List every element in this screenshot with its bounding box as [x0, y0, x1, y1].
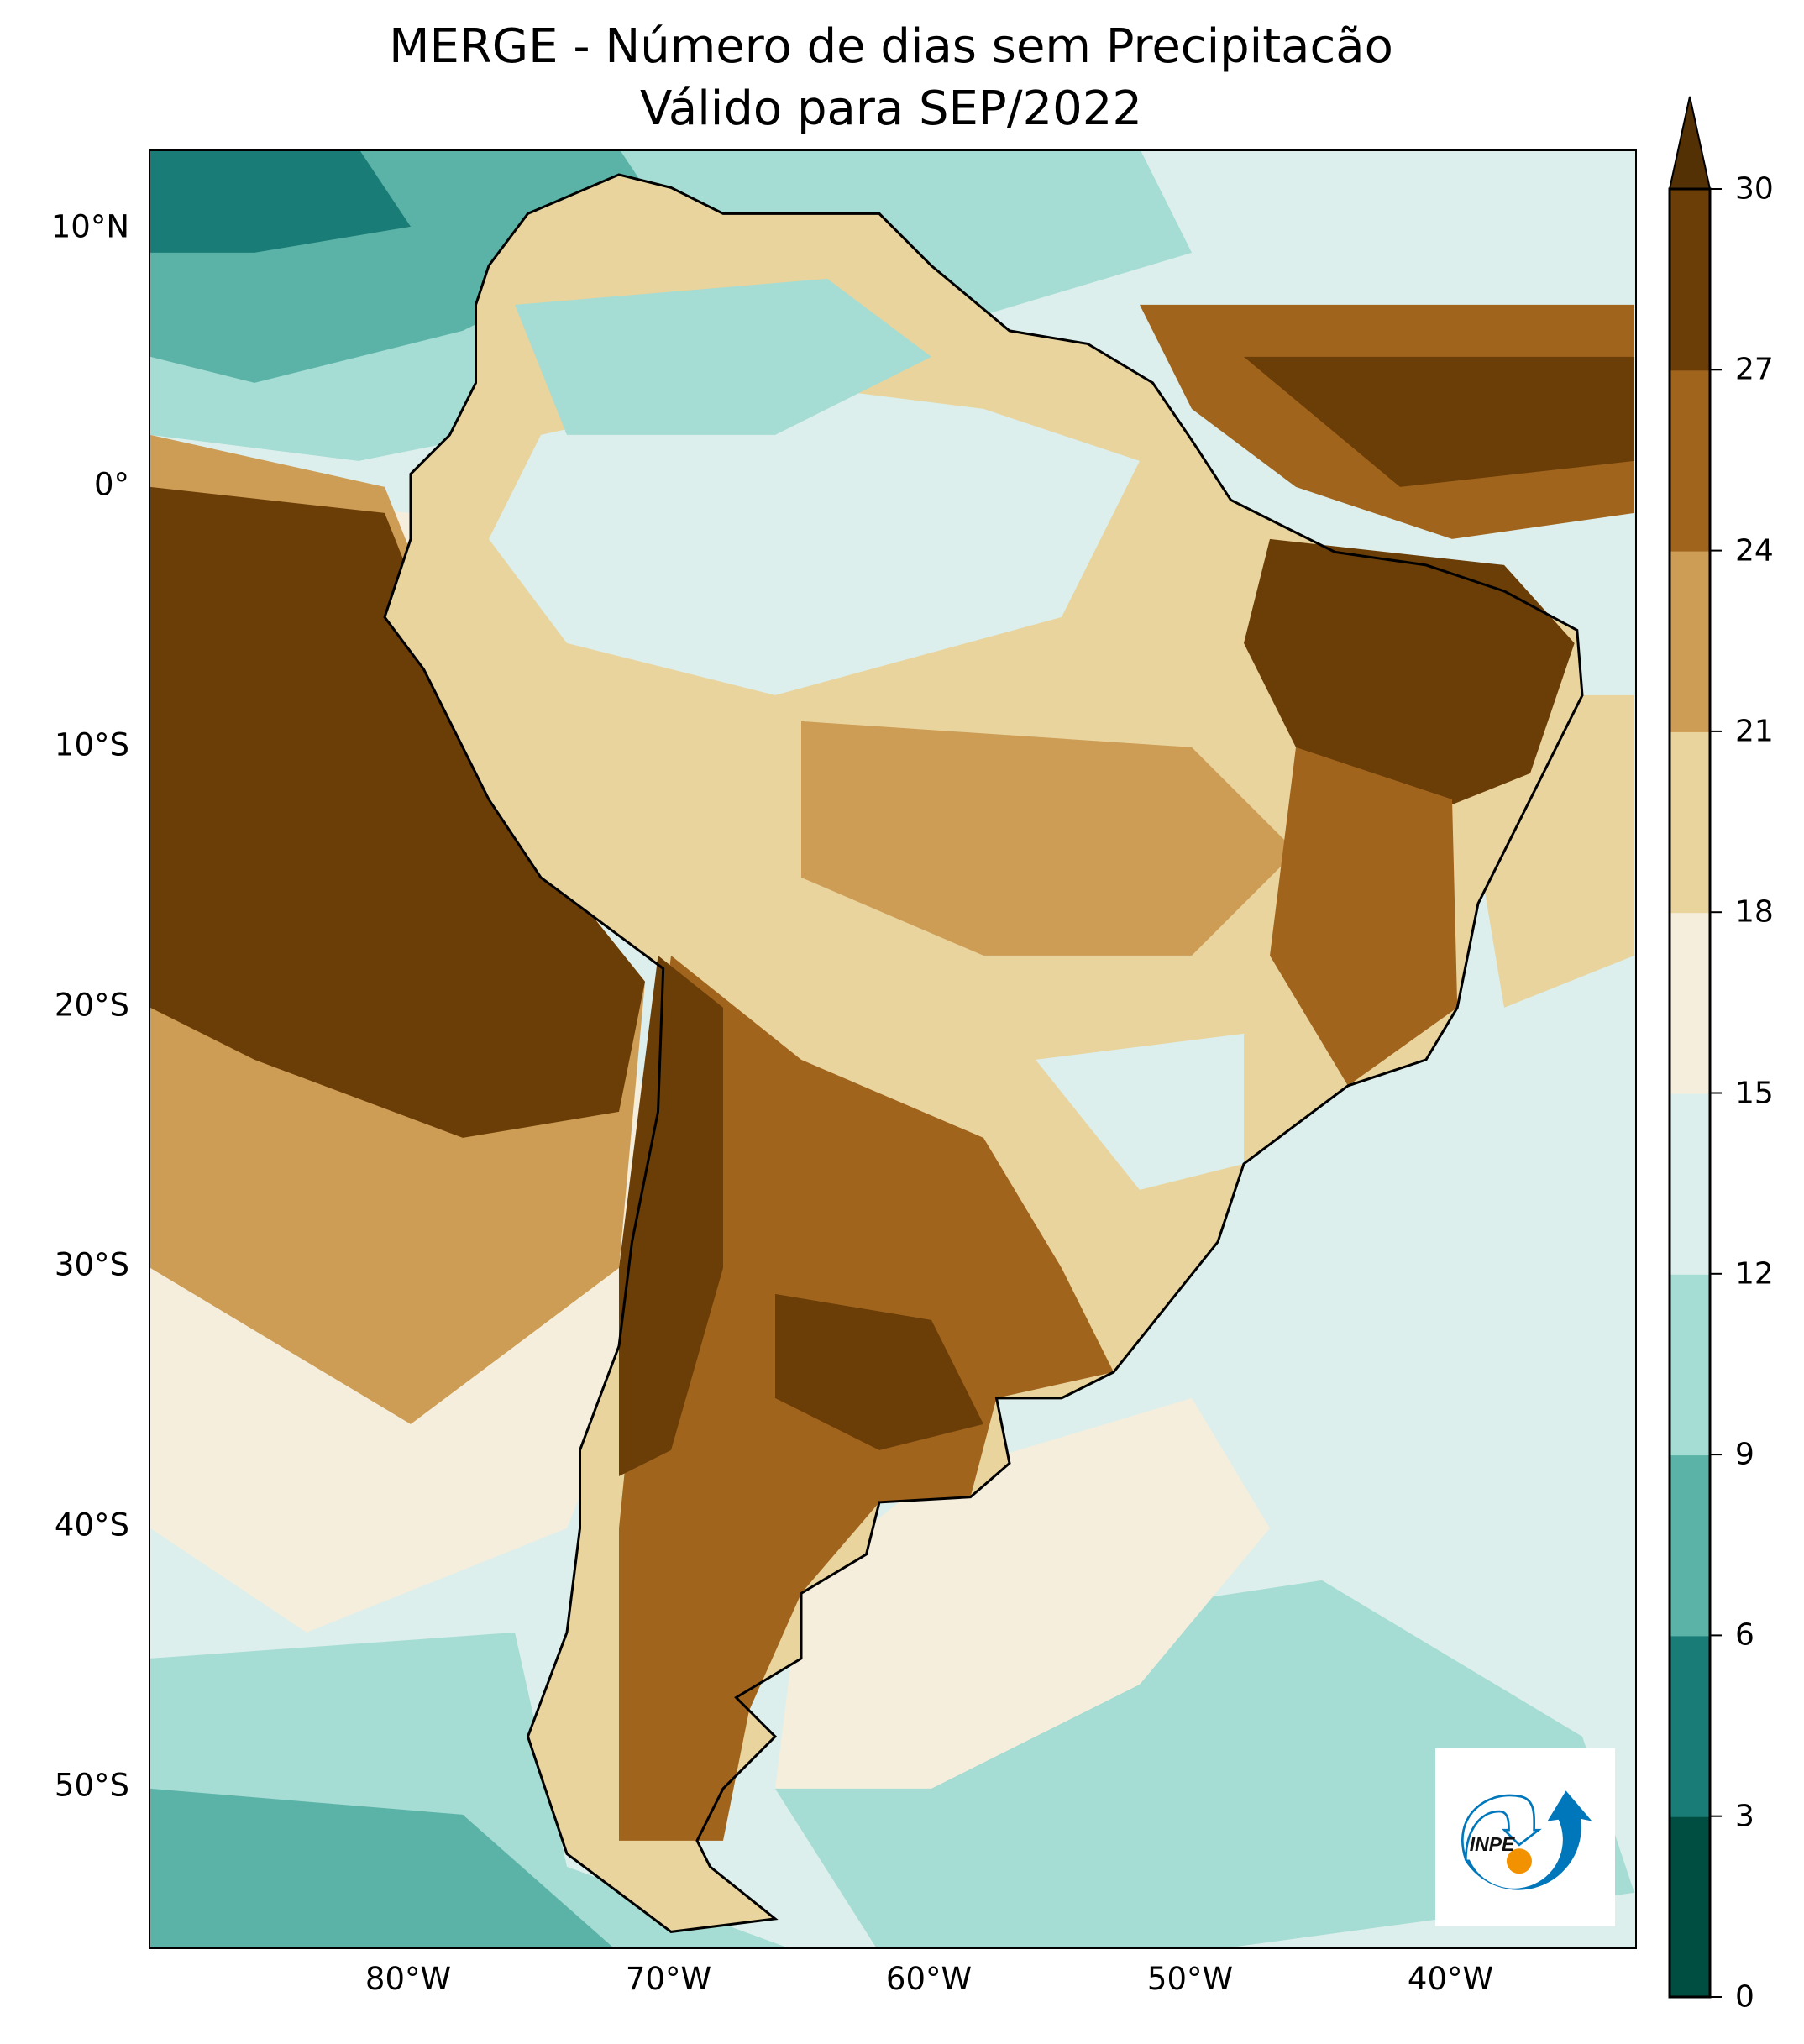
svg-text:INPE: INPE [1470, 1833, 1515, 1855]
colorbar-segment [1670, 1454, 1710, 1637]
colorbar-tick-label: 9 [1735, 1437, 1754, 1472]
colorbar-tick-label: 21 [1735, 714, 1774, 749]
land-north-teal [515, 278, 931, 435]
map-title: MERGE - Número de dias sem Precipitacão [389, 19, 1393, 74]
colorbar-segment [1670, 1816, 1710, 1998]
land-pampas-darkbrown [775, 1293, 983, 1450]
colorbar [1668, 96, 1722, 1999]
land-amazon-wet [489, 382, 1140, 695]
land-andes-darkbrown [619, 955, 723, 1476]
colorbar-tick-label: 30 [1735, 171, 1774, 207]
land-southeast-brown [1270, 747, 1458, 1086]
lat-label-10n: 10°N [50, 208, 129, 245]
colorbar-tick-label: 3 [1735, 1799, 1754, 1834]
colorbar-tick-label: 15 [1735, 1076, 1774, 1110]
colorbar-segment [1670, 1273, 1710, 1456]
lat-label-30s: 30°S [54, 1246, 129, 1283]
lat-label-10s: 10°S [54, 726, 129, 763]
colorbar-tick-label: 12 [1735, 1256, 1774, 1292]
land-south-brazil-wet [1036, 1033, 1244, 1190]
map-subtitle: Válido para SEP/2022 [639, 81, 1143, 136]
lon-label-50w: 50°W [1146, 1961, 1234, 1997]
colorbar-segment [1670, 731, 1710, 914]
colorbar-tick-label: 6 [1735, 1617, 1754, 1653]
ocean-darkbrown-atlantic [1244, 356, 1634, 487]
colorbar-tick-label: 0 [1735, 1979, 1754, 2015]
colorbar-segment [1670, 189, 1710, 371]
ocean-cream-southatlantic [775, 1397, 1270, 1789]
lon-label-80w: 80°W [364, 1961, 452, 1997]
colorbar-segment [1670, 1093, 1710, 1275]
colorbar-tick-label: 18 [1735, 894, 1774, 930]
lat-label-50s: 50°S [54, 1767, 129, 1804]
lon-label-70w: 70°W [625, 1961, 712, 1997]
ocean-darkteal-north [150, 151, 411, 253]
colorbar-tick-label: 27 [1735, 352, 1774, 387]
coastline [383, 173, 1584, 1933]
lon-label-40w: 40°W [1407, 1961, 1494, 1997]
lon-label-60w: 60°W [885, 1961, 973, 1997]
colorbar-extend-arrow [1668, 96, 1712, 190]
colorbar-segment [1670, 1635, 1710, 1817]
inpe-logo: INPE [1435, 1748, 1615, 1926]
colorbar-tick-label: 24 [1735, 533, 1774, 569]
map-canvas [150, 151, 1635, 1947]
ocean-teal-south-dark [150, 1788, 613, 1947]
lat-label-20s: 20°S [54, 987, 129, 1024]
lat-label-0: 0° [93, 466, 129, 503]
inpe-logo-icon: INPE [1461, 1790, 1592, 1890]
ocean-darkbrown-pacific [150, 486, 645, 1138]
lat-label-40s: 40°S [54, 1507, 129, 1543]
colorbar-segment [1670, 369, 1710, 552]
land-central-brazil [801, 721, 1296, 956]
colorbar-segment [1670, 912, 1710, 1094]
land-northeast-darkbrown [1244, 538, 1575, 825]
colorbar-segment [1670, 550, 1710, 732]
precipitation-map [149, 149, 1637, 1949]
